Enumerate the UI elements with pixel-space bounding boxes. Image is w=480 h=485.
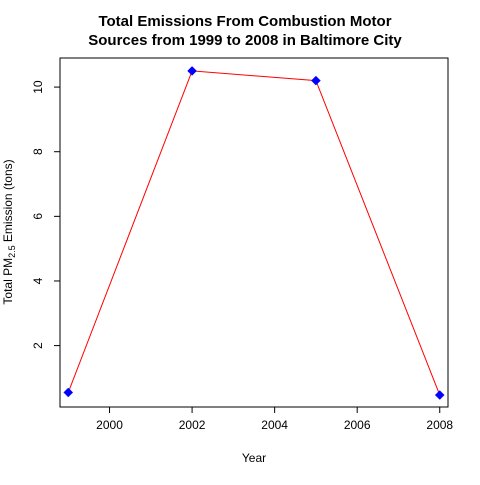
y-tick-label-4: 4 [31, 277, 45, 284]
data-point-2008 [434, 390, 445, 400]
series-line [67, 70, 441, 396]
plot-frame [59, 57, 449, 408]
y-tick-label-8: 8 [31, 148, 45, 155]
data-point-1999 [63, 387, 74, 398]
x-tick-label-2006: 2006 [344, 418, 371, 432]
y-tick-label-10: 10 [31, 80, 45, 94]
data-point-2005 [311, 75, 321, 86]
data-point-2002 [187, 66, 197, 76]
x-tick-label-2002: 2002 [179, 418, 206, 432]
series-emissions [63, 66, 445, 400]
x-tick-label-2000: 2000 [96, 418, 123, 432]
y-tick-label-2: 2 [31, 342, 45, 349]
y-axis-label-prefix: Total PM [1, 258, 15, 305]
chart-title-line-2: Sources from 1999 to 2008 in Baltimore C… [88, 32, 402, 49]
chart-title-line-1: Total Emissions From Combustion Motor [98, 13, 391, 30]
y-axis-label: Total PM2.5 Emission (tons) [1, 159, 17, 304]
x-tick-label-2008: 2008 [426, 418, 453, 432]
y-tick-label-6: 6 [31, 213, 45, 220]
x-axis: 2000 2002 2004 2006 2008 [96, 407, 453, 432]
x-axis-label: Year [242, 451, 266, 465]
y-axis-label-subscript: 2.5 [7, 245, 17, 258]
y-axis-label-suffix: Emission (tons) [1, 159, 15, 245]
x-tick-label-2004: 2004 [261, 418, 288, 432]
y-axis: 2 4 6 8 10 [31, 80, 60, 349]
